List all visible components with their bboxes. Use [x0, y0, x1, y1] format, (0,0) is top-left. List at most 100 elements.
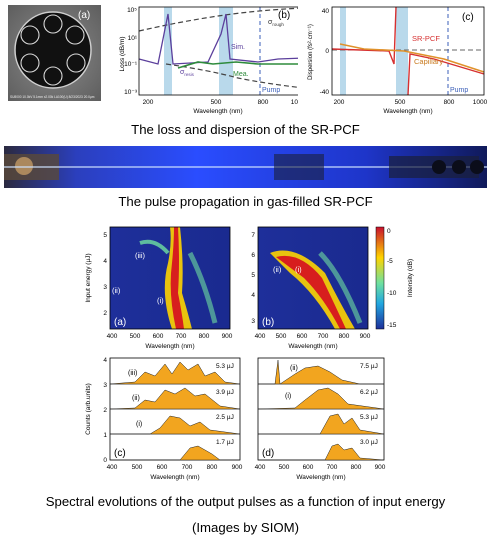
- svg-text:7: 7: [251, 232, 255, 239]
- svg-text:500: 500: [211, 99, 222, 106]
- mea-label: Mea.: [233, 71, 249, 78]
- spectra-panels: (iii) (ii) (i) 5.3 µJ 3.9 µJ 2.5 µJ 1.7 …: [80, 354, 420, 484]
- svg-text:3: 3: [103, 382, 107, 389]
- svg-text:500: 500: [279, 464, 290, 471]
- svg-text:700: 700: [327, 464, 338, 471]
- svg-text:500: 500: [395, 99, 406, 106]
- svg-text:800: 800: [199, 333, 210, 340]
- svg-text:5: 5: [251, 272, 255, 279]
- svg-text:400: 400: [107, 333, 118, 340]
- svg-text:800: 800: [207, 464, 218, 471]
- dispersion-panel: (c) SR-PCF Capillary Pump 40 0 -40 200 5…: [304, 4, 488, 116]
- disp-axes: [331, 6, 485, 96]
- sem-panel: (a) SU8000 10.0kV 5.1mm x2.00k LA100(U) …: [8, 5, 101, 101]
- svg-text:5.3 µJ: 5.3 µJ: [216, 363, 234, 370]
- heat-b-mark-i: (i): [295, 265, 302, 274]
- heat-a-ylabel: Input energy (µJ): [85, 253, 92, 302]
- sim-curve: [138, 13, 305, 65]
- caption-credit: (Images by SIOM): [192, 520, 299, 535]
- svg-text:900: 900: [375, 464, 386, 471]
- svg-text:600: 600: [153, 333, 164, 340]
- svg-text:10⁻³: 10⁻³: [124, 89, 138, 96]
- loss-panel: (b) σrough σresis Sim. Mea. Pump 10⁵ 10¹…: [118, 4, 306, 116]
- heat-a-mark-iii: (iii): [135, 251, 145, 260]
- propagation-photo: [4, 146, 487, 188]
- svg-text:1000: 1000: [291, 99, 298, 106]
- heatmap-a: (a) (iii) (ii) (i) 5 4 3 2 400 500 600 7…: [85, 226, 233, 350]
- svg-text:200: 200: [143, 99, 154, 106]
- svg-text:3: 3: [103, 284, 107, 291]
- heat-b-xlabel: Wavelength (nm): [288, 343, 337, 350]
- heat-a-tag: (a): [114, 317, 126, 328]
- svg-text:10⁻¹: 10⁻¹: [124, 61, 138, 68]
- pump-label-b: Pump: [262, 87, 280, 94]
- spectra-d: (ii) (i) 7.5 µJ 6.2 µJ 5.3 µJ 3.0 µJ (d)…: [255, 357, 386, 481]
- svg-text:900: 900: [360, 333, 371, 340]
- svg-text:4: 4: [103, 258, 107, 265]
- panel-c-tag: (c): [462, 12, 474, 23]
- svg-text:5.3 µJ: 5.3 µJ: [360, 414, 378, 421]
- heat-a-mark-ii: (ii): [112, 286, 121, 295]
- input-lens: [15, 157, 33, 175]
- spectrum-d-6-2: [257, 387, 385, 410]
- spectrum-d-7-5: [258, 359, 384, 385]
- spec-c-tag: (c): [114, 448, 126, 459]
- svg-text:3.0 µJ: 3.0 µJ: [360, 439, 378, 446]
- disp-xticks: 200 500 800 1000: [334, 99, 488, 106]
- sigma-resis-curve: [165, 63, 305, 89]
- svg-text:-15: -15: [387, 322, 397, 329]
- loss-yticks: 10⁵ 10¹ 10⁻¹ 10⁻³: [124, 7, 138, 96]
- spec-d-mark-i: (i): [285, 393, 291, 400]
- svg-text:4: 4: [251, 292, 255, 299]
- colorbar-label: Intensity (dB): [407, 259, 414, 297]
- svg-text:800: 800: [351, 464, 362, 471]
- spectrum-d-5-3: [258, 413, 385, 435]
- svg-text:-5: -5: [387, 258, 393, 265]
- loss-xlabel: Wavelength (nm): [193, 108, 242, 115]
- caption-loss-dispersion: The loss and dispersion of the SR-PCF: [131, 122, 360, 137]
- svg-text:500: 500: [132, 464, 143, 471]
- svg-text:600: 600: [303, 464, 314, 471]
- svg-text:10¹: 10¹: [128, 35, 138, 42]
- svg-text:700: 700: [176, 333, 187, 340]
- spec-c-xlabel: Wavelength (nm): [150, 474, 199, 481]
- svg-text:2: 2: [103, 407, 107, 414]
- spec-c-energies: 5.3 µJ 3.9 µJ 2.5 µJ 1.7 µJ: [216, 363, 234, 446]
- svg-text:40: 40: [322, 8, 330, 15]
- heatmap-b: (b) (ii) (i) 7 6 5 4 3 400 500 600 700 8…: [251, 226, 371, 350]
- capillary-curve: [339, 43, 485, 73]
- svg-text:6: 6: [251, 252, 255, 259]
- disp-ylabel: Dispersion (fs²·cm⁻¹): [308, 24, 314, 80]
- sim-label: Sim.: [231, 44, 245, 51]
- svg-text:4: 4: [103, 357, 107, 364]
- heat-b-tag: (b): [262, 317, 274, 328]
- panel-a-tag: (a): [78, 10, 90, 21]
- svg-text:600: 600: [157, 464, 168, 471]
- svg-text:3.9 µJ: 3.9 µJ: [216, 389, 234, 396]
- svg-text:6.2 µJ: 6.2 µJ: [360, 389, 378, 396]
- svg-text:700: 700: [318, 333, 329, 340]
- svg-text:2: 2: [103, 310, 107, 317]
- loss-band-left: [164, 7, 172, 95]
- svg-text:700: 700: [182, 464, 193, 471]
- svg-text:1000: 1000: [473, 99, 488, 106]
- colorbar: 0 -5 -10 -15 Intensity (dB): [375, 226, 414, 330]
- caption-propagation: The pulse propagation in gas-filled SR-P…: [118, 194, 373, 209]
- spec-c-mark-i: (i): [136, 421, 142, 428]
- sem-info-text: SU8000 10.0kV 5.1mm x2.00k LA100(U) 8/23…: [10, 95, 95, 99]
- svg-text:800: 800: [258, 99, 269, 106]
- fiber-cladding: [14, 11, 92, 89]
- mid-clamp: [274, 154, 324, 180]
- spectrum-c-2-5: [110, 415, 241, 435]
- sigma-rough-curve: [138, 7, 305, 32]
- svg-text:-10: -10: [387, 290, 397, 297]
- resonator-tubes: [20, 14, 86, 86]
- svg-text:0: 0: [387, 228, 391, 235]
- svg-text:500: 500: [130, 333, 141, 340]
- svg-text:800: 800: [339, 333, 350, 340]
- svg-text:400: 400: [255, 333, 266, 340]
- svg-text:500: 500: [276, 333, 287, 340]
- spec-d-energies: 7.5 µJ 6.2 µJ 5.3 µJ 3.0 µJ: [360, 363, 378, 446]
- disp-band-left: [340, 7, 346, 95]
- heat-a-mark-i: (i): [157, 296, 164, 305]
